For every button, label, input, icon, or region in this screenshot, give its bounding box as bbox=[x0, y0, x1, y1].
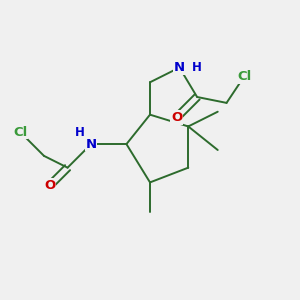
Text: O: O bbox=[44, 179, 56, 192]
Text: O: O bbox=[171, 111, 182, 124]
Text: N: N bbox=[174, 61, 185, 74]
Text: H: H bbox=[74, 126, 84, 139]
Text: Cl: Cl bbox=[13, 126, 28, 139]
Text: Cl: Cl bbox=[237, 70, 251, 83]
Text: N: N bbox=[85, 138, 97, 151]
Text: H: H bbox=[192, 61, 202, 74]
